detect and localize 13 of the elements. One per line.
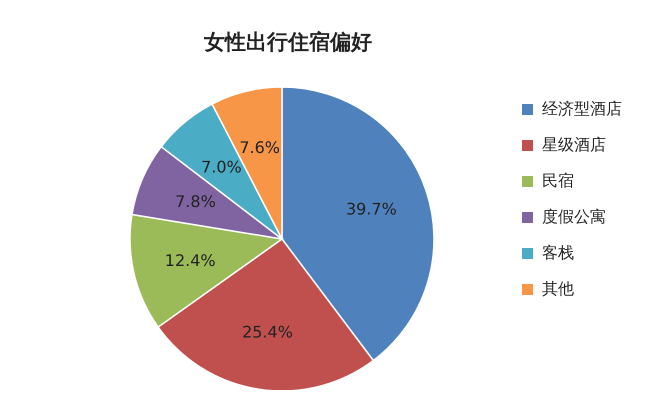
legend-label: 其他 xyxy=(542,278,574,300)
legend-label: 民宿 xyxy=(542,170,574,192)
data-label: 7.6% xyxy=(239,138,280,157)
data-label: 12.4% xyxy=(164,250,216,270)
legend-label: 客栈 xyxy=(542,242,574,264)
chart-title: 女性出行住宿偏好 xyxy=(203,29,373,56)
legend-label: 经济型酒店 xyxy=(542,98,622,120)
data-label: 7.8% xyxy=(175,192,216,212)
data-label: 39.7% xyxy=(346,200,397,219)
data-label: 7.0% xyxy=(201,157,242,176)
legend-label: 星级酒店 xyxy=(542,134,606,156)
data-label: 25.4% xyxy=(242,322,293,342)
legend-label: 度假公寓 xyxy=(542,206,606,228)
